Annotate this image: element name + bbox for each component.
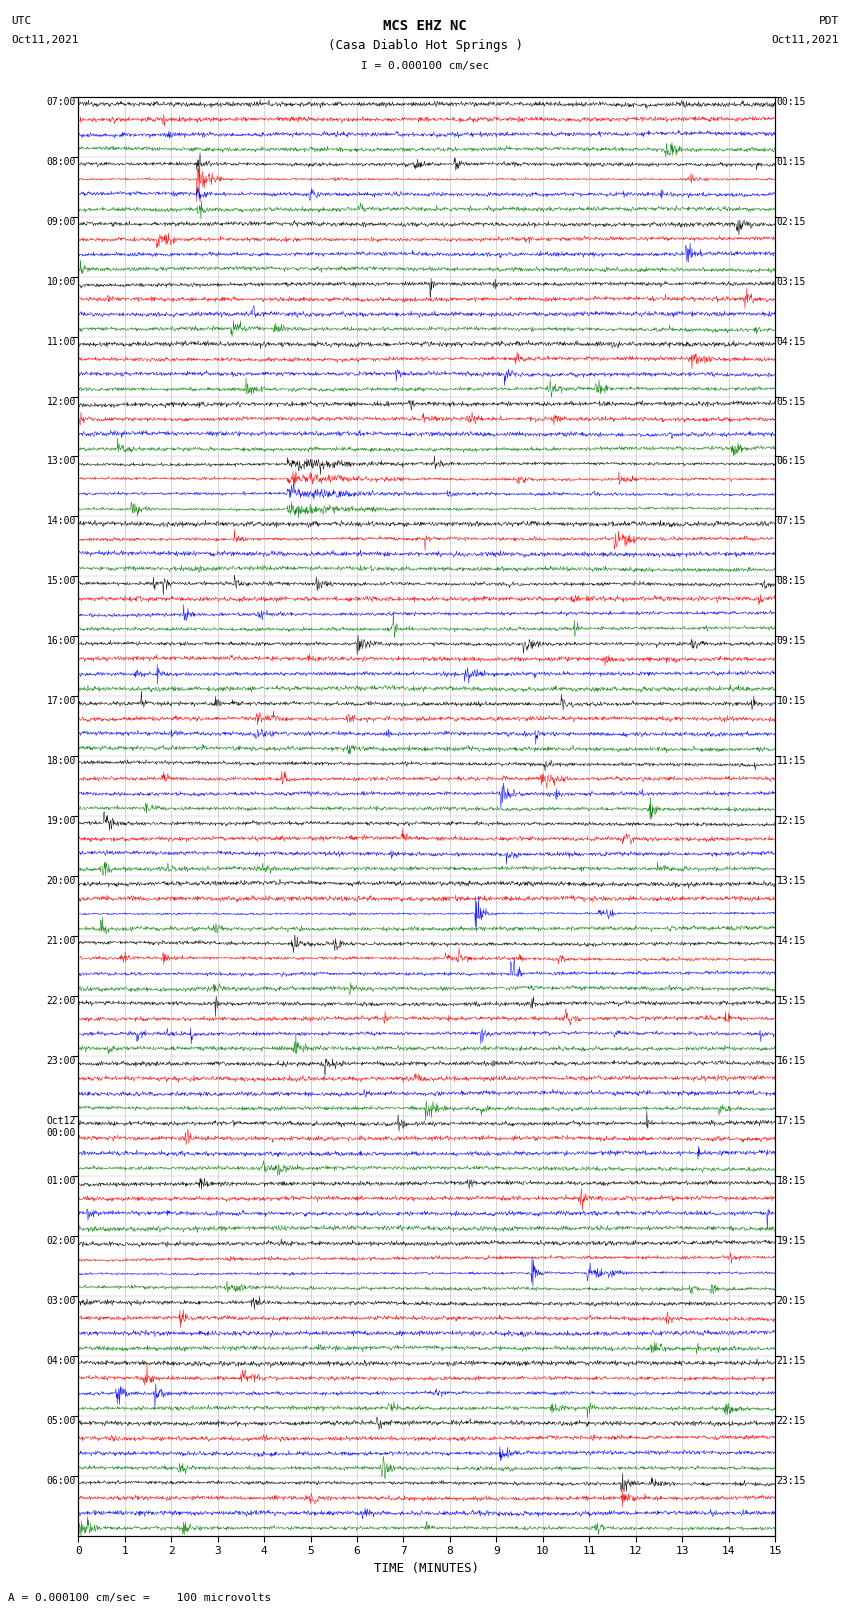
Text: 13:15: 13:15 (777, 876, 806, 886)
Text: 14:15: 14:15 (777, 936, 806, 947)
Text: 14:00: 14:00 (47, 516, 76, 526)
Text: 15:15: 15:15 (777, 997, 806, 1007)
Text: 20:00: 20:00 (47, 876, 76, 886)
Text: 01:15: 01:15 (777, 156, 806, 166)
Text: PDT: PDT (819, 16, 839, 26)
Text: 17:15: 17:15 (777, 1116, 806, 1126)
Text: Oct11,2021: Oct11,2021 (12, 35, 79, 45)
Text: 13:00: 13:00 (47, 456, 76, 466)
Text: 06:00: 06:00 (47, 1476, 76, 1486)
Text: (Casa Diablo Hot Springs ): (Casa Diablo Hot Springs ) (327, 39, 523, 52)
Text: 21:15: 21:15 (777, 1355, 806, 1366)
Text: 08:15: 08:15 (777, 576, 806, 587)
Text: 05:15: 05:15 (777, 397, 806, 406)
Text: 15:00: 15:00 (47, 576, 76, 587)
Text: 11:15: 11:15 (777, 756, 806, 766)
Text: 09:00: 09:00 (47, 216, 76, 227)
Text: I = 0.000100 cm/sec: I = 0.000100 cm/sec (361, 61, 489, 71)
Text: 02:00: 02:00 (47, 1236, 76, 1245)
Text: 20:15: 20:15 (777, 1295, 806, 1307)
Text: 23:15: 23:15 (777, 1476, 806, 1486)
Text: 19:00: 19:00 (47, 816, 76, 826)
Text: 18:15: 18:15 (777, 1176, 806, 1186)
Text: 16:00: 16:00 (47, 637, 76, 647)
Text: 19:15: 19:15 (777, 1236, 806, 1245)
Text: 12:15: 12:15 (777, 816, 806, 826)
Text: A = 0.000100 cm/sec =    100 microvolts: A = 0.000100 cm/sec = 100 microvolts (8, 1594, 272, 1603)
Text: 23:00: 23:00 (47, 1057, 76, 1066)
Text: 04:00: 04:00 (47, 1355, 76, 1366)
Text: 01:00: 01:00 (47, 1176, 76, 1186)
Text: 08:00: 08:00 (47, 156, 76, 166)
Text: 07:15: 07:15 (777, 516, 806, 526)
Text: Oct12
00:00: Oct12 00:00 (47, 1116, 76, 1137)
Text: 16:15: 16:15 (777, 1057, 806, 1066)
Text: 00:15: 00:15 (777, 97, 806, 106)
Text: UTC: UTC (12, 16, 32, 26)
Text: Oct11,2021: Oct11,2021 (771, 35, 839, 45)
Text: 22:00: 22:00 (47, 997, 76, 1007)
Text: 11:00: 11:00 (47, 337, 76, 347)
Text: 06:15: 06:15 (777, 456, 806, 466)
Text: 03:15: 03:15 (777, 277, 806, 287)
Text: 12:00: 12:00 (47, 397, 76, 406)
Text: 07:00: 07:00 (47, 97, 76, 106)
Text: 10:00: 10:00 (47, 277, 76, 287)
Text: 17:00: 17:00 (47, 697, 76, 706)
Text: MCS EHZ NC: MCS EHZ NC (383, 19, 467, 34)
Text: 18:00: 18:00 (47, 756, 76, 766)
Text: 09:15: 09:15 (777, 636, 806, 647)
Text: 03:00: 03:00 (47, 1295, 76, 1307)
Text: 02:15: 02:15 (777, 216, 806, 227)
Text: 05:00: 05:00 (47, 1416, 76, 1426)
Text: 10:15: 10:15 (777, 697, 806, 706)
Text: 21:00: 21:00 (47, 936, 76, 947)
Text: 04:15: 04:15 (777, 337, 806, 347)
Text: 22:15: 22:15 (777, 1416, 806, 1426)
X-axis label: TIME (MINUTES): TIME (MINUTES) (374, 1561, 479, 1574)
